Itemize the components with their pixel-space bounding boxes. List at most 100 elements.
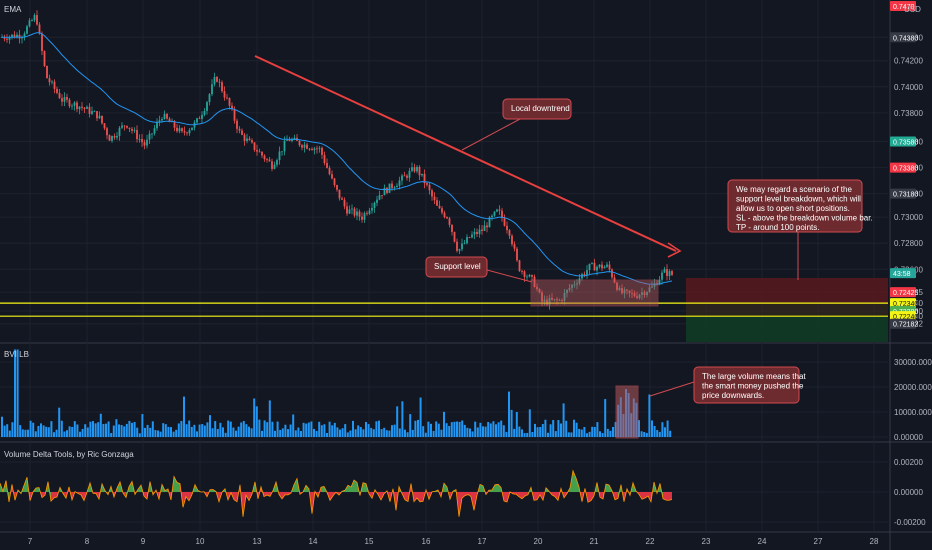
- volume-bar[interactable]: [201, 424, 204, 437]
- candle-body[interactable]: [583, 274, 586, 275]
- candle-body[interactable]: [608, 264, 611, 270]
- volume-bar[interactable]: [185, 424, 188, 437]
- volume-bar[interactable]: [565, 420, 568, 437]
- candle-body[interactable]: [156, 122, 158, 129]
- delta-area[interactable]: [600, 492, 603, 499]
- candle-body[interactable]: [278, 151, 281, 161]
- candle-body[interactable]: [476, 231, 478, 235]
- candle-body[interactable]: [376, 199, 378, 203]
- candle-body[interactable]: [511, 235, 513, 245]
- candle-body[interactable]: [651, 286, 653, 288]
- candle-body[interactable]: [8, 36, 11, 40]
- volume-bar[interactable]: [669, 430, 672, 437]
- volume-bar[interactable]: [357, 425, 360, 437]
- delta-area[interactable]: [354, 480, 357, 492]
- candle-body[interactable]: [641, 292, 643, 295]
- delta-area[interactable]: [321, 486, 324, 492]
- candle-body[interactable]: [626, 289, 628, 291]
- candle-body[interactable]: [266, 159, 268, 160]
- delta-line[interactable]: [0, 469, 673, 517]
- delta-area[interactable]: [552, 492, 555, 497]
- volume-bar[interactable]: [141, 414, 144, 437]
- candle-body[interactable]: [366, 213, 368, 214]
- candle-body[interactable]: [586, 270, 588, 275]
- volume-bar[interactable]: [255, 406, 258, 437]
- volume-bar[interactable]: [71, 426, 74, 437]
- delta-area[interactable]: [159, 484, 162, 500]
- candle-body[interactable]: [56, 88, 58, 93]
- candle-body[interactable]: [591, 262, 593, 264]
- volume-bar[interactable]: [469, 428, 471, 437]
- candle-body[interactable]: [231, 105, 233, 110]
- volume-bar[interactable]: [37, 425, 40, 437]
- volume-bar[interactable]: [81, 429, 84, 437]
- volume-bar[interactable]: [29, 420, 32, 437]
- volume-bar[interactable]: [305, 423, 308, 437]
- volume-bar[interactable]: [518, 426, 521, 437]
- candle-body[interactable]: [163, 113, 166, 119]
- candle-body[interactable]: [541, 292, 543, 302]
- candle-body[interactable]: [386, 187, 388, 193]
- volume-bar[interactable]: [89, 421, 92, 437]
- delta-area[interactable]: [351, 480, 354, 492]
- volume-bar[interactable]: [445, 423, 448, 437]
- candle-body[interactable]: [31, 20, 33, 22]
- candle-body[interactable]: [486, 225, 488, 228]
- volume-bar[interactable]: [63, 431, 66, 437]
- volume-bar[interactable]: [567, 432, 570, 437]
- candle-body[interactable]: [78, 106, 81, 110]
- volume-bar[interactable]: [427, 421, 430, 437]
- candle-body[interactable]: [88, 106, 91, 114]
- volume-bar[interactable]: [388, 430, 391, 437]
- volume-bar[interactable]: [430, 423, 432, 437]
- candle-body[interactable]: [633, 293, 636, 297]
- volume-bar[interactable]: [240, 422, 243, 437]
- candle-body[interactable]: [198, 118, 201, 120]
- volume-bar[interactable]: [313, 428, 315, 437]
- volume-bar[interactable]: [73, 421, 76, 437]
- candle-body[interactable]: [48, 78, 51, 83]
- volume-bar[interactable]: [362, 429, 365, 437]
- volume-delta-pane[interactable]: [0, 469, 673, 517]
- candle-body[interactable]: [653, 283, 656, 287]
- candle-body[interactable]: [51, 81, 53, 83]
- volume-bar[interactable]: [144, 427, 146, 437]
- volume-bar[interactable]: [365, 421, 367, 437]
- candle-body[interactable]: [146, 139, 148, 146]
- delta-area[interactable]: [51, 492, 54, 502]
- candle-body[interactable]: [216, 76, 218, 82]
- candle-body[interactable]: [456, 241, 458, 251]
- candle-body[interactable]: [96, 111, 98, 119]
- volume-bar[interactable]: [258, 419, 261, 437]
- volume-bar[interactable]: [552, 420, 555, 437]
- volume-bar[interactable]: [237, 426, 240, 437]
- volume-bar[interactable]: [658, 431, 661, 437]
- delta-area[interactable]: [666, 492, 669, 501]
- volume-bar[interactable]: [487, 421, 490, 437]
- volume-bar[interactable]: [578, 428, 581, 437]
- candle-body[interactable]: [148, 133, 151, 140]
- volume-bar[interactable]: [492, 421, 495, 437]
- volume-bar[interactable]: [612, 426, 614, 437]
- candle-body[interactable]: [326, 163, 328, 168]
- delta-area[interactable]: [606, 484, 609, 492]
- delta-area[interactable]: [525, 492, 528, 497]
- candle-body[interactable]: [571, 284, 573, 289]
- candle-body[interactable]: [351, 208, 353, 210]
- volume-bar[interactable]: [526, 432, 529, 437]
- volume-bar[interactable]: [110, 433, 113, 437]
- ema-line[interactable]: [1, 32, 673, 285]
- volume-bar[interactable]: [151, 421, 154, 437]
- candle-body[interactable]: [41, 33, 43, 52]
- volume-bar[interactable]: [294, 430, 297, 437]
- volume-bar[interactable]: [245, 424, 248, 437]
- candle-body[interactable]: [426, 183, 428, 185]
- volume-bar[interactable]: [443, 411, 445, 437]
- volume-bar[interactable]: [531, 431, 534, 437]
- candle-body[interactable]: [513, 244, 516, 249]
- candle-body[interactable]: [53, 81, 56, 89]
- volume-bar[interactable]: [380, 429, 383, 437]
- volume-bar[interactable]: [666, 420, 669, 437]
- candle-body[interactable]: [501, 210, 503, 219]
- volume-delta-indicator-label[interactable]: Volume Delta Tools, by Ric Gonzaga: [4, 450, 134, 459]
